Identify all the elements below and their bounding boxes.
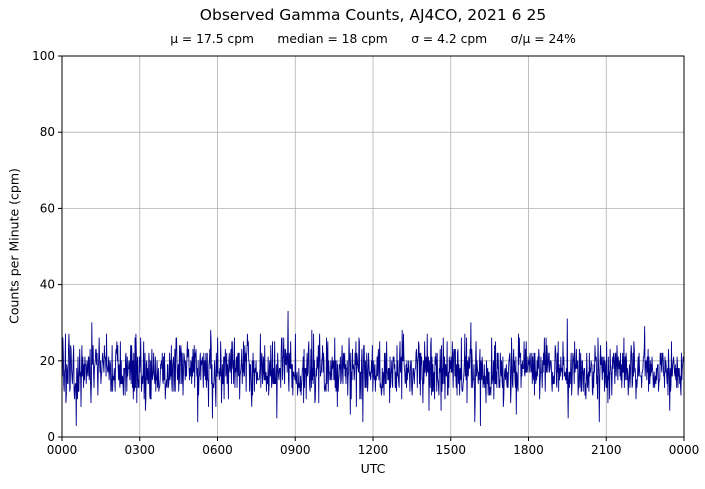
y-tick-label: 80 [40, 125, 55, 139]
x-tick-label: 1800 [513, 443, 544, 457]
y-tick-label: 100 [32, 49, 55, 63]
x-tick-label: 0000 [669, 443, 700, 457]
y-tick-label: 60 [40, 201, 55, 215]
x-tick-label: 0000 [47, 443, 78, 457]
y-tick-label: 0 [47, 430, 55, 444]
x-tick-label: 2100 [591, 443, 622, 457]
y-tick-label: 40 [40, 278, 55, 292]
x-axis-label: UTC [360, 461, 386, 476]
x-tick-label: 0900 [280, 443, 311, 457]
x-tick-label: 0600 [202, 443, 233, 457]
chart-title: Observed Gamma Counts, AJ4CO, 2021 6 25 [199, 6, 547, 24]
x-tick-label: 0300 [124, 443, 155, 457]
data-series-line [61, 310, 685, 427]
x-tick-label: 1200 [358, 443, 389, 457]
y-tick-label: 20 [40, 354, 55, 368]
x-tick-label: 1500 [435, 443, 466, 457]
chart-subtitle: μ = 17.5 cpm median = 18 cpm σ = 4.2 cpm… [170, 32, 576, 46]
y-axis-label: Counts per Minute (cpm) [6, 168, 22, 324]
